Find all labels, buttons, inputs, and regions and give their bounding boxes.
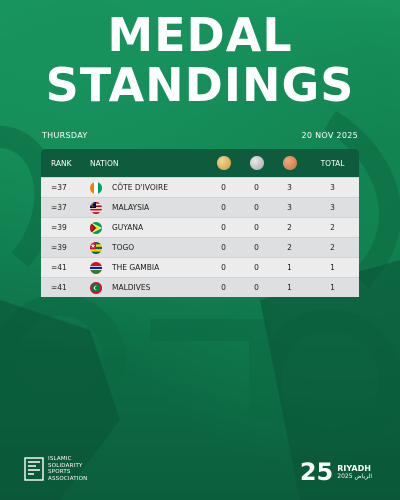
nation-cell: THE GAMBIA: [112, 263, 160, 272]
nation-cell: CÔTE D'IVOIRE: [112, 183, 168, 192]
silver-cell: 0: [254, 243, 259, 252]
gold-cell: 0: [221, 263, 226, 272]
nation-cell: MALAYSIA: [112, 203, 150, 212]
bronze-cell: 3: [287, 203, 292, 212]
bronze-cell: 2: [287, 243, 292, 252]
isa-line4: ASSOCIATION: [48, 475, 88, 482]
event-number: 25: [299, 458, 334, 486]
nation-header: NATION: [90, 158, 119, 168]
total-cell: 1: [330, 263, 335, 272]
gold-cell: 0: [221, 283, 226, 292]
gambia-flag-icon: [90, 261, 102, 274]
nation-cell: TOGO: [112, 243, 135, 252]
page-title-line2: STANDINGS: [45, 58, 355, 112]
silver-cell: 0: [254, 203, 259, 212]
total-cell: 2: [330, 243, 335, 252]
event-city: RIYADH: [337, 463, 371, 473]
silver-cell: 0: [254, 283, 259, 292]
gold-cell: 0: [221, 203, 226, 212]
nation-cell: MALDIVES: [112, 283, 151, 292]
table-row: =37 CÔTE D'IVOIRE 0 0 3 3: [41, 177, 359, 197]
table-header: RANK NATION TOTAL: [41, 149, 359, 177]
malaysia-flag-icon: [90, 201, 102, 214]
cote-divoire-flag-icon: [90, 181, 102, 194]
gold-medal-icon: [216, 156, 231, 170]
nation-cell: GUYANA: [112, 223, 144, 232]
isa-line1: ISLAMIC: [48, 456, 72, 462]
isa-emblem-icon: [24, 457, 44, 481]
page-title-line1: MEDAL: [107, 8, 293, 62]
isa-line3: SPORTS: [48, 469, 71, 475]
silver-cell: 0: [254, 223, 259, 232]
event-year-arabic: الرياض 2025: [337, 472, 372, 480]
rank-header: RANK: [51, 158, 72, 168]
table-row: =39 TOGO 0 0 2 2: [41, 237, 359, 257]
rank-cell: =39: [51, 223, 67, 232]
date-bar: THURSDAY 20 NOV 2025: [42, 131, 358, 140]
medal-table: RANK NATION TOTAL =37 CÔTE D'IVOIRE 0 0 …: [41, 149, 359, 297]
rank-cell: =41: [51, 263, 67, 272]
isa-logo: ISLAMIC SOLIDARITY SPORTS ASSOCIATION: [24, 456, 88, 482]
total-cell: 3: [330, 203, 335, 212]
silver-cell: 0: [254, 183, 259, 192]
rank-cell: =37: [51, 183, 67, 192]
table-row: =41 MALDIVES 0 0 1 1: [41, 277, 359, 297]
rank-cell: =37: [51, 203, 67, 212]
table-row: =39 GUYANA 0 0 2 2: [41, 217, 359, 237]
isa-line2: SOLIDARITY: [48, 462, 83, 469]
bronze-cell: 2: [287, 223, 292, 232]
total-cell: 1: [330, 283, 335, 292]
guyana-flag-icon: [90, 221, 102, 234]
table-row: =41 THE GAMBIA 0 0 1 1: [41, 257, 359, 277]
total-header: TOTAL: [320, 158, 345, 168]
silver-cell: 0: [254, 263, 259, 272]
total-cell: 2: [330, 223, 335, 232]
day-label: THURSDAY: [42, 131, 88, 140]
bronze-medal-icon: [282, 156, 297, 170]
total-cell: 3: [330, 183, 335, 192]
date-label: 20 NOV 2025: [301, 131, 358, 140]
rank-cell: =39: [51, 243, 67, 252]
togo-flag-icon: [90, 241, 102, 254]
bronze-cell: 1: [287, 263, 292, 272]
gold-cell: 0: [221, 223, 226, 232]
gold-cell: 0: [221, 243, 226, 252]
rank-cell: =41: [51, 283, 67, 292]
bronze-cell: 1: [287, 283, 292, 292]
table-row: =37 MALAYSIA 0 0 3 3: [41, 197, 359, 217]
gold-cell: 0: [221, 183, 226, 192]
bronze-cell: 3: [287, 183, 292, 192]
maldives-flag-icon: [90, 281, 102, 294]
silver-medal-icon: [249, 156, 264, 170]
riyadh-2025-logo: 25 RIYADH الرياض 2025: [300, 460, 372, 484]
